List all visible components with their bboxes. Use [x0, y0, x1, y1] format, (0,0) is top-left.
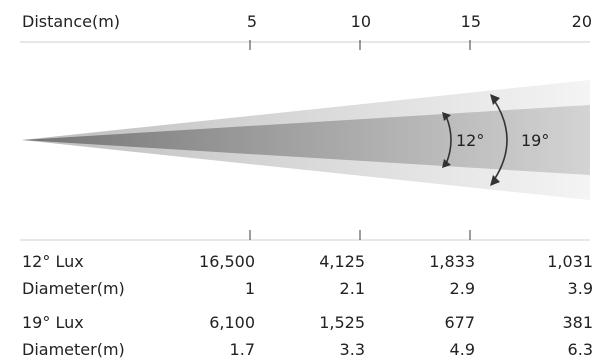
- cell-12-lux-5m: 16,500: [199, 252, 255, 271]
- row-label-19-lux: 19° Lux: [22, 313, 84, 332]
- narrow-arrow-head-bottom: [442, 159, 451, 168]
- narrow-arrow-head-top: [442, 112, 451, 121]
- wide-arrow-head-bottom: [490, 175, 500, 186]
- row-label-12-lux: 12° Lux: [22, 252, 84, 271]
- top-ticks: [249, 40, 471, 50]
- cell-19-diameter-5m: 1.7: [229, 340, 255, 359]
- cell-19-lux-5m: 6,100: [209, 313, 255, 332]
- bottom-ticks: [249, 230, 471, 240]
- cell-12-diameter-10m: 2.1: [339, 279, 365, 298]
- row-label-12-diameter: Diameter(m): [22, 279, 125, 298]
- cell-12-diameter-15m: 2.9: [449, 279, 475, 298]
- narrow-angle-label: 12°: [456, 131, 484, 150]
- cell-19-lux-10m: 1,525: [319, 313, 365, 332]
- wide-angle-arrow: [493, 99, 508, 181]
- distance-tick-20: 20: [571, 12, 592, 31]
- cell-19-diameter-15m: 4.9: [449, 340, 475, 359]
- wide-arrow-head-top: [490, 94, 500, 105]
- cell-12-lux-20m: 1,031: [547, 252, 593, 271]
- cell-12-diameter-5m: 1: [244, 279, 255, 298]
- narrow-angle-arrow: [445, 115, 452, 165]
- cell-19-diameter-10m: 3.3: [339, 340, 365, 359]
- cell-19-lux-20m: 381: [562, 313, 593, 332]
- cell-12-diameter-20m: 3.9: [567, 279, 593, 298]
- wide-angle-label: 19°: [521, 131, 549, 150]
- distance-tick-10: 10: [350, 12, 371, 31]
- row-label-19-diameter: Diameter(m): [22, 340, 125, 359]
- cell-19-lux-15m: 677: [444, 313, 475, 332]
- distance-tick-5: 5: [246, 12, 257, 31]
- cell-12-lux-10m: 4,125: [319, 252, 365, 271]
- distance-axis-label: Distance(m): [22, 12, 121, 31]
- cell-12-lux-15m: 1,833: [429, 252, 475, 271]
- distance-tick-15: 15: [460, 12, 481, 31]
- cell-19-diameter-20m: 6.3: [567, 340, 593, 359]
